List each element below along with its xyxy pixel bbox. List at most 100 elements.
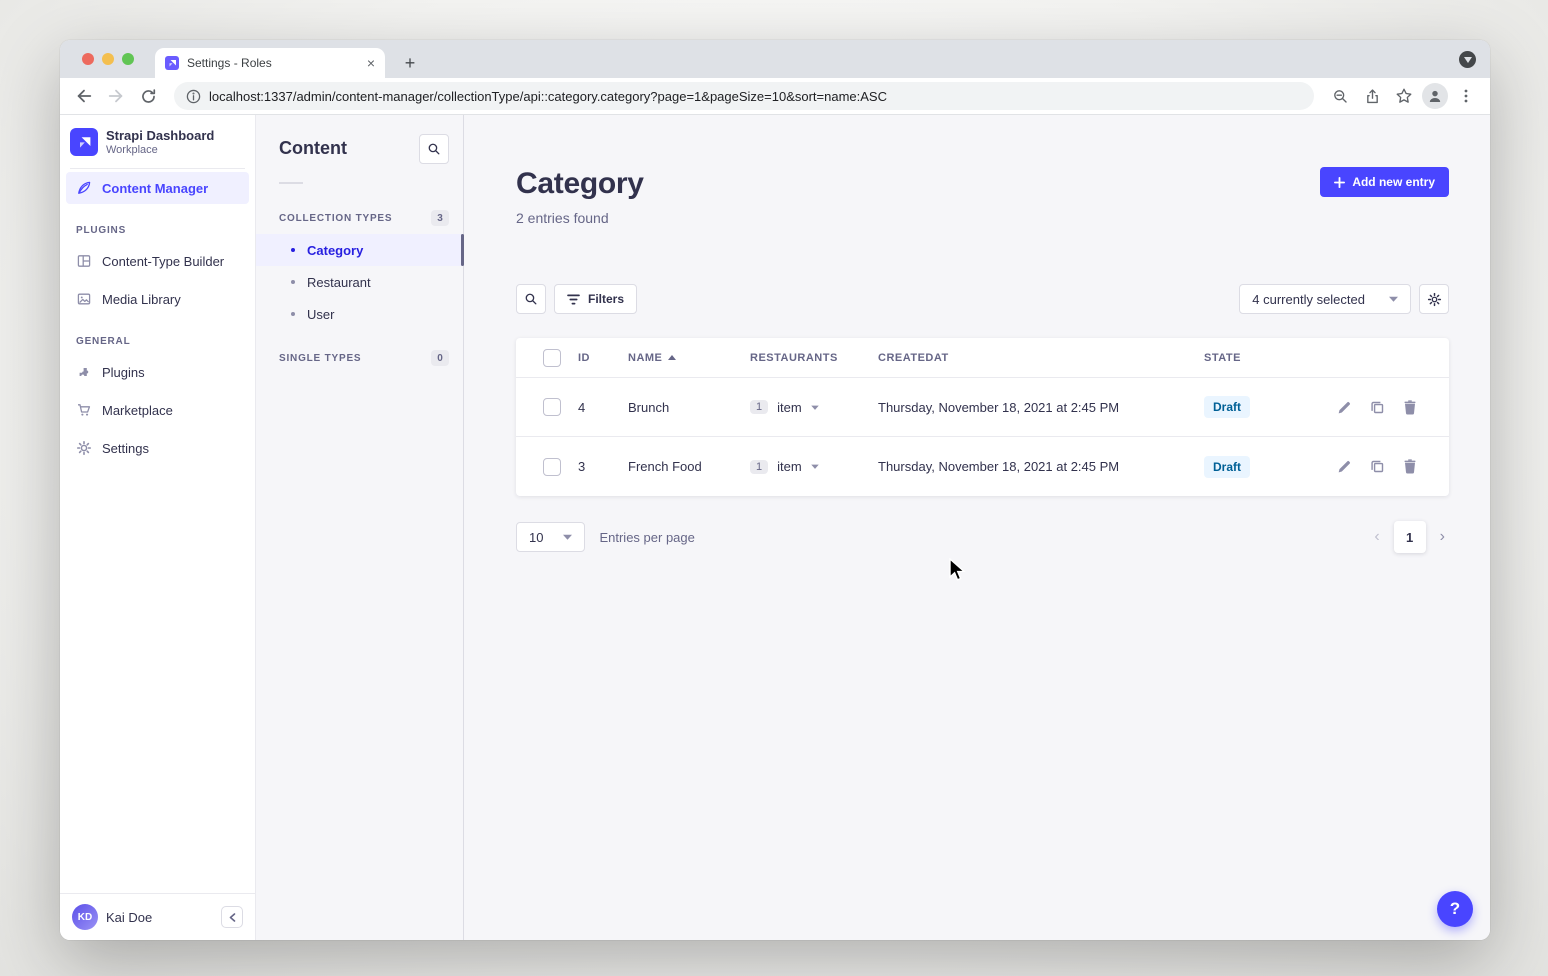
- column-header-createdat[interactable]: CREATEDAT: [878, 351, 949, 364]
- cart-icon: [76, 402, 92, 418]
- subnav-title: Content: [279, 138, 347, 158]
- browser-tab-strip: Settings - Roles × +: [60, 40, 1490, 78]
- chevron-down-icon: [1389, 296, 1398, 302]
- traffic-lights: [82, 53, 134, 65]
- gear-icon: [1427, 292, 1441, 306]
- puzzle-icon: [76, 364, 92, 380]
- sidebar-item-label: Media Library: [102, 291, 181, 307]
- sidebar-item-label: Marketplace: [102, 402, 173, 418]
- delete-button[interactable]: [1399, 456, 1421, 478]
- cell-name: French Food: [628, 459, 702, 474]
- forward-icon[interactable]: [102, 82, 130, 110]
- strapi-app: Strapi Dashboard Workplace Content Manag…: [60, 115, 1490, 940]
- state-badge: Draft: [1204, 455, 1251, 478]
- fields-selected-dropdown[interactable]: 4 currently selected: [1239, 284, 1411, 314]
- sidebar-item-content-type-builder[interactable]: Content-Type Builder: [66, 245, 249, 277]
- trash-icon: [1404, 399, 1416, 415]
- row-checkbox[interactable]: [543, 457, 561, 476]
- subnav-item-category[interactable]: Category: [256, 234, 464, 266]
- edit-button[interactable]: [1333, 396, 1355, 418]
- page-number[interactable]: 1: [1393, 521, 1426, 553]
- zoom-out-icon[interactable]: [1326, 82, 1354, 110]
- browser-window: Settings - Roles × + localhost:1337/admi…: [60, 40, 1490, 940]
- subnav-item-label: Category: [307, 242, 364, 258]
- column-header-state[interactable]: STATE: [1204, 351, 1241, 364]
- table-row[interactable]: 4 Brunch 1 item Thursday, November 18, 2…: [516, 378, 1449, 437]
- url-bar[interactable]: localhost:1337/admin/content-manager/col…: [174, 82, 1314, 110]
- column-header-id[interactable]: ID: [578, 351, 590, 364]
- pencil-icon: [1338, 401, 1350, 413]
- table-row[interactable]: 3 French Food 1 item Thursday, November …: [516, 437, 1449, 496]
- edit-button[interactable]: [1333, 456, 1355, 478]
- reload-icon[interactable]: [134, 82, 162, 110]
- back-icon[interactable]: [70, 82, 98, 110]
- duplicate-button[interactable]: [1366, 456, 1388, 478]
- bullet-icon: [291, 280, 295, 284]
- collapse-sidebar-button[interactable]: [221, 906, 243, 928]
- cell-id: 4: [578, 399, 586, 415]
- restaurants-count-badge: 1: [750, 400, 769, 414]
- delete-button[interactable]: [1399, 396, 1421, 418]
- copy-icon: [1370, 401, 1383, 413]
- restaurants-count-badge: 1: [750, 459, 769, 474]
- bookmark-star-icon[interactable]: [1390, 82, 1418, 110]
- column-header-restaurants[interactable]: RESTAURANTS: [750, 351, 838, 364]
- state-badge: Draft: [1204, 396, 1251, 418]
- subnav-item-user[interactable]: User: [256, 298, 463, 330]
- close-window-button[interactable]: [82, 53, 94, 65]
- cell-id: 3: [578, 459, 586, 474]
- copy-icon: [1370, 460, 1383, 473]
- browser-tab[interactable]: Settings - Roles ×: [155, 48, 385, 78]
- chevron-down-icon: [810, 464, 819, 469]
- view-settings-button[interactable]: [1419, 284, 1449, 314]
- sidebar-divider: [70, 168, 245, 169]
- restaurants-label: item: [777, 399, 802, 415]
- page-size-select[interactable]: 10: [516, 522, 586, 552]
- sidebar-item-settings[interactable]: Settings: [66, 432, 249, 464]
- row-checkbox[interactable]: [543, 398, 561, 416]
- minimize-window-button[interactable]: [102, 53, 114, 65]
- workspace-name: Workplace: [106, 143, 158, 156]
- column-header-name[interactable]: NAME: [628, 352, 750, 364]
- sidebar-user-area: KD Kai Doe: [60, 893, 255, 940]
- tab-search-icon[interactable]: [1459, 51, 1476, 68]
- bullet-icon: [291, 248, 295, 252]
- plugins-section-label: PLUGINS: [76, 225, 127, 236]
- page-title: Category: [516, 167, 644, 200]
- sidebar-item-media-library[interactable]: Media Library: [66, 283, 249, 315]
- previous-page-icon[interactable]: ‹: [1370, 527, 1383, 547]
- site-info-icon[interactable]: [186, 89, 201, 104]
- table-search-button[interactable]: [516, 284, 546, 314]
- image-icon: [76, 291, 92, 307]
- browser-toolbar: localhost:1337/admin/content-manager/col…: [60, 78, 1490, 115]
- browser-profile-icon[interactable]: [1422, 83, 1448, 109]
- subnav-search-button[interactable]: [419, 134, 449, 164]
- cell-restaurants[interactable]: 1 item: [750, 400, 878, 415]
- gear-icon: [76, 440, 92, 456]
- cell-restaurants[interactable]: 1 item: [750, 459, 878, 474]
- sidebar-item-label: Settings: [102, 440, 149, 456]
- filter-icon: [567, 294, 580, 304]
- subnav-item-restaurant[interactable]: Restaurant: [256, 266, 463, 298]
- share-icon[interactable]: [1358, 82, 1386, 110]
- tab-close-icon[interactable]: ×: [366, 55, 375, 71]
- pencil-icon: [1338, 460, 1350, 473]
- subnav-item-label: Restaurant: [307, 274, 371, 290]
- zoom-window-button[interactable]: [122, 53, 134, 65]
- sidebar-item-plugins[interactable]: Plugins: [66, 356, 249, 388]
- layout-icon: [76, 253, 92, 269]
- filters-button[interactable]: Filters: [554, 284, 638, 314]
- workspace-switcher[interactable]: Strapi Dashboard Workplace: [60, 115, 255, 168]
- strapi-favicon-icon: [165, 56, 179, 70]
- next-page-icon[interactable]: ›: [1436, 527, 1449, 547]
- add-new-entry-button[interactable]: Add new entry: [1320, 167, 1449, 197]
- browser-menu-icon[interactable]: [1452, 82, 1480, 110]
- duplicate-button[interactable]: [1366, 396, 1388, 418]
- sidebar-item-marketplace[interactable]: Marketplace: [66, 394, 249, 426]
- new-tab-button[interactable]: +: [398, 51, 422, 75]
- avatar[interactable]: KD: [72, 904, 98, 930]
- help-button[interactable]: ?: [1437, 891, 1473, 927]
- chevron-down-icon: [810, 405, 819, 410]
- select-all-checkbox[interactable]: [543, 348, 561, 367]
- sidebar-item-content-manager[interactable]: Content Manager: [66, 172, 249, 204]
